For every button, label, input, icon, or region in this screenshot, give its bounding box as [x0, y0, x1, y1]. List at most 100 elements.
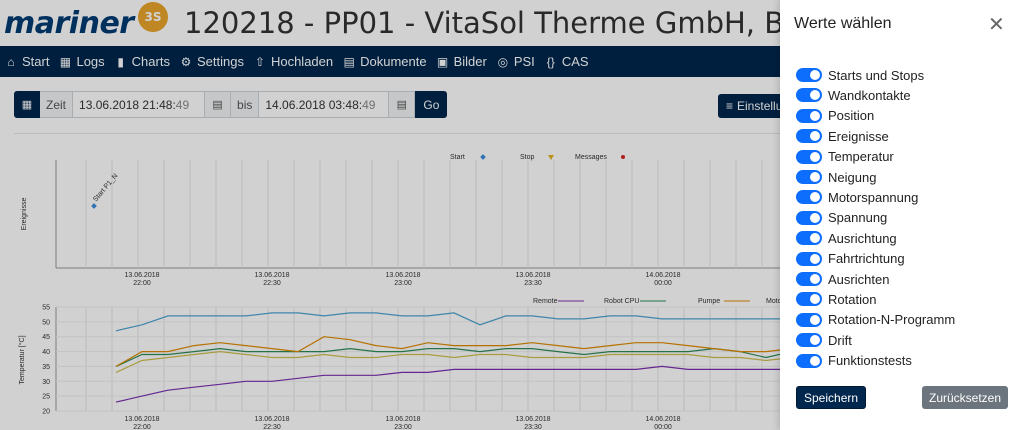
option-drift: Drift [796, 331, 852, 349]
reset-button[interactable]: Zurücksetzen [922, 386, 1009, 409]
toggle-switch[interactable] [796, 68, 822, 82]
legend-label-stop: Stop [520, 154, 535, 161]
nav-item-charts[interactable]: ▮ Charts [114, 54, 170, 69]
close-icon[interactable]: ✕ [988, 12, 1005, 36]
option-spannung: Spannung [796, 209, 887, 227]
nav-item-label: CAS [561, 54, 589, 69]
document-icon: ▤ [343, 54, 355, 69]
events-x-tick-date: 13.06.2018 [124, 272, 159, 279]
nav-item-cas[interactable]: {} CAS [544, 54, 589, 69]
start-date-input[interactable]: 13.06.2018 21:48: 49 [73, 91, 206, 118]
events-y-label: Ereignisse [21, 198, 28, 231]
toggle-switch[interactable] [796, 210, 822, 225]
toggle-switch[interactable] [796, 149, 822, 164]
mariner-logo[interactable]: mariner [4, 6, 134, 41]
nav-item-label: Start [22, 54, 50, 69]
nav-item-label: Settings [196, 54, 244, 69]
toggle-switch[interactable] [796, 272, 822, 286]
temp-series-line-unnamed [115, 350, 793, 373]
nav-item-label: Charts [131, 54, 170, 69]
temp-x-tick-time: 00:00 [654, 424, 672, 430]
nav-item-settings[interactable]: ⚙ Settings [179, 54, 244, 69]
option-label: Wandkontakte [828, 87, 911, 103]
end-date-input[interactable]: 14.06.2018 03:48: 49 [259, 91, 390, 118]
events-x-tick-date: 13.06.2018 [515, 272, 550, 279]
temp-legend-label: Remote [533, 298, 558, 305]
temp-y-tick: 30 [42, 379, 50, 386]
legend-marker-messages [621, 155, 625, 159]
toggle-switch[interactable] [796, 353, 822, 368]
toggle-switch[interactable] [796, 170, 822, 184]
temp-series-line-pumpe [115, 336, 793, 367]
end-date-main: 14.06.2018 03:48: [265, 97, 363, 112]
upload-icon: ⇧ [254, 54, 265, 69]
toggle-switch[interactable] [796, 88, 822, 103]
values-panel: Werte wählen ✕ Starts und Stops Wandkonta… [780, 0, 1020, 430]
temp-x-tick-date: 13.06.2018 [124, 416, 159, 423]
temp-legend-label: Robot CPU [604, 298, 639, 305]
option-label: Rotation-N-Programm [828, 312, 956, 328]
temp-x-tick-time: 23:00 [394, 424, 412, 430]
option-label: Position [828, 108, 875, 124]
bis-label: bis [231, 91, 260, 118]
toggle-switch[interactable] [796, 251, 822, 266]
events-x-tick-time: 23:00 [394, 280, 412, 287]
option-label: Ausrichten [828, 271, 890, 287]
temp-y-tick: 40 [42, 349, 50, 356]
option-label: Spannung [828, 210, 888, 226]
option-label: Temperatur [828, 149, 894, 165]
temp-x-tick-date: 14.06.2018 [645, 416, 680, 423]
go-button[interactable]: Go [415, 91, 448, 118]
save-button[interactable]: Speichern [796, 386, 867, 409]
toggle-switch[interactable] [796, 129, 822, 144]
nav-item-start[interactable]: ⌂ Start [4, 54, 49, 69]
option-label: Ereignisse [828, 128, 889, 144]
events-x-tick-date: 13.06.2018 [254, 272, 289, 279]
nav-item-hochladen[interactable]: ⇧ Hochladen [253, 54, 333, 69]
panel-title: Werte wählen [794, 15, 892, 32]
option-label: Starts und Stops [828, 67, 925, 83]
nav-item-dokumente[interactable]: ▤ Dokumente [342, 54, 426, 69]
option-label: Ausrichtung [828, 230, 897, 246]
temp-x-tick-date: 13.06.2018 [254, 416, 289, 423]
toggle-switch[interactable] [796, 312, 822, 327]
legend-marker-start [480, 154, 486, 160]
option-label: Drift [828, 332, 852, 348]
events-x-tick-time: 22:00 [133, 280, 151, 287]
nav-item-logs[interactable]: ▦ Logs [58, 54, 105, 69]
table-icon: ▦ [59, 54, 72, 69]
temp-legend-label: Pumpe [698, 298, 720, 305]
toggle-switch[interactable] [796, 333, 822, 348]
home-icon: ⌂ [7, 54, 15, 69]
option-wandkontakte: Wandkontakte [796, 86, 911, 104]
temp-legend-label: Moto [766, 298, 782, 305]
divider [14, 133, 794, 134]
temp-x-tick-date: 13.06.2018 [515, 416, 550, 423]
option-label: Motorspannung [828, 189, 919, 205]
option-rotation: Rotation [796, 290, 876, 308]
nav-item-bilder[interactable]: ▣ Bilder [436, 54, 487, 69]
start-calendar-icon[interactable]: ▤ [205, 91, 232, 118]
option-funktionstests: Funktionstests [796, 352, 912, 370]
temp-series-line-moto [115, 312, 792, 332]
option-motorspannung: Motorspannung [796, 188, 918, 206]
nav-item-label: Hochladen [270, 54, 334, 69]
temp-y-tick: 50 [42, 319, 50, 326]
temp-x-tick-time: 22:30 [263, 424, 281, 430]
toggle-switch[interactable] [796, 231, 822, 246]
events-x-tick-date: 13.06.2018 [385, 272, 420, 279]
end-calendar-icon[interactable]: ▤ [389, 91, 416, 118]
toggle-switch[interactable] [796, 292, 822, 307]
legend-marker-stop [548, 155, 554, 160]
calendar-icon[interactable]: ▦ [14, 91, 40, 118]
toggle-switch[interactable] [796, 108, 822, 123]
events-x-tick-time: 23:30 [524, 280, 542, 287]
zeit-label: Zeit [40, 91, 74, 118]
settings-button[interactable]: ≡ Einstellu [718, 94, 791, 118]
braces-icon: {} [546, 54, 555, 69]
events-x-tick-date: 14.06.2018 [645, 272, 680, 279]
nav-item-psi[interactable]: ◎ PSI [496, 54, 535, 69]
events-x-tick-time: 22:30 [263, 280, 281, 287]
toggle-switch[interactable] [796, 190, 822, 205]
